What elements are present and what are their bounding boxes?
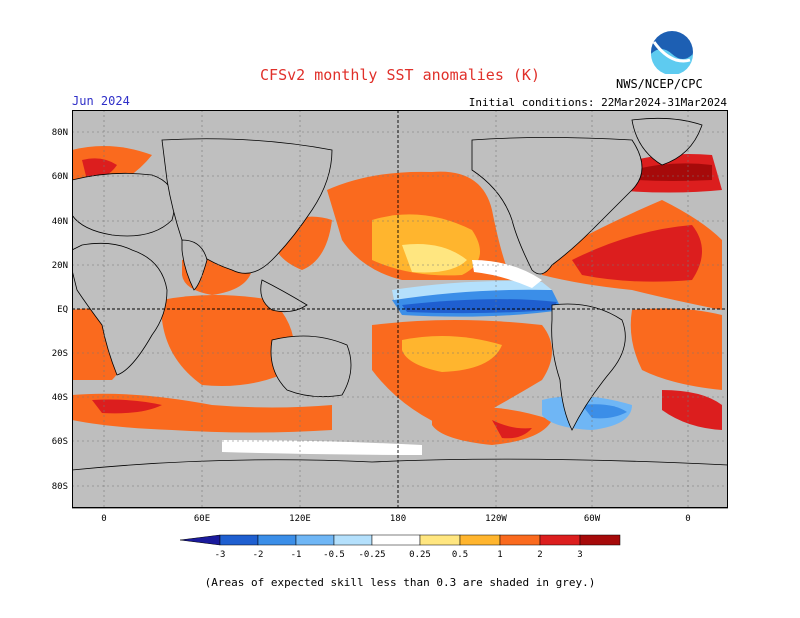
colorbar-label-neg0-5: -0.5 [323, 550, 345, 560]
lon-label-120e: 120E [289, 514, 311, 524]
colorbar-swatch [333, 534, 373, 546]
latitude-axis: 80N 60N 40N 20N EQ 20S 40S 60S 80S [52, 128, 68, 492]
colorbar-label-0-25: 0.25 [409, 550, 431, 560]
initial-conditions: Initial conditions: 22Mar2024-31Mar2024 [468, 96, 727, 109]
colorbar-swatch [579, 534, 621, 546]
lon-label-0-east: 0 [685, 514, 690, 524]
lat-label-eq: EQ [57, 305, 68, 315]
colorbar-label-1: 1 [497, 550, 502, 560]
forecast-month: Jun 2024 [72, 94, 130, 108]
skill-footnote: (Areas of expected skill less than 0.3 a… [204, 576, 596, 589]
lat-label-20n: 20N [52, 261, 68, 271]
agency-label: NWS/NCEP/CPC [616, 77, 703, 91]
lon-label-180: 180 [390, 514, 406, 524]
lon-label-60e: 60E [194, 514, 210, 524]
colorbar-label-neg0-25: -0.25 [358, 550, 385, 560]
lon-label-60w: 60W [584, 514, 601, 524]
lat-label-20s: 20S [52, 349, 68, 359]
lat-label-60n: 60N [52, 172, 68, 182]
lat-label-40s: 40S [52, 393, 68, 403]
colorbar-label-neg3: -3 [215, 550, 226, 560]
colorbar-swatch [459, 534, 501, 546]
colorbar-label-0-5: 0.5 [452, 550, 468, 560]
land-masses [72, 117, 728, 509]
lon-label-120w: 120W [485, 514, 507, 524]
colorbar-swatch [371, 534, 421, 546]
colorbar-swatch [295, 534, 335, 546]
map-title: CFSv2 monthly SST anomalies (K) [260, 66, 540, 84]
colorbar: -3 -2 -1 -0.5 -0.25 0.25 0.5 1 2 3 [179, 534, 621, 560]
colorbar-label-2: 2 [537, 550, 542, 560]
colorbar-swatch [179, 534, 221, 546]
colorbar-label-3: 3 [577, 550, 582, 560]
colorbar-swatch [419, 534, 461, 546]
colorbar-swatch [539, 534, 581, 546]
colorbar-label-neg2: -2 [253, 550, 264, 560]
sst-anomaly-map [72, 110, 728, 509]
noaa-logo-icon [651, 31, 693, 74]
longitude-axis: 0 60E 120E 180 120W 60W 0 [101, 514, 690, 524]
lat-label-60s: 60S [52, 437, 68, 447]
map-frame [72, 110, 728, 508]
grid-lines [72, 110, 728, 508]
colorbar-labels: -3 -2 -1 -0.5 -0.25 0.25 0.5 1 2 3 [215, 550, 583, 560]
lon-label-0: 0 [101, 514, 106, 524]
colorbar-swatch [257, 534, 297, 546]
lat-label-40n: 40N [52, 217, 68, 227]
lat-label-80s: 80S [52, 482, 68, 492]
colorbar-swatch [219, 534, 259, 546]
colorbar-swatches [179, 534, 621, 546]
colorbar-label-neg1: -1 [291, 550, 302, 560]
reference-lines [72, 110, 728, 508]
colorbar-swatch [499, 534, 541, 546]
lat-label-80n: 80N [52, 128, 68, 138]
